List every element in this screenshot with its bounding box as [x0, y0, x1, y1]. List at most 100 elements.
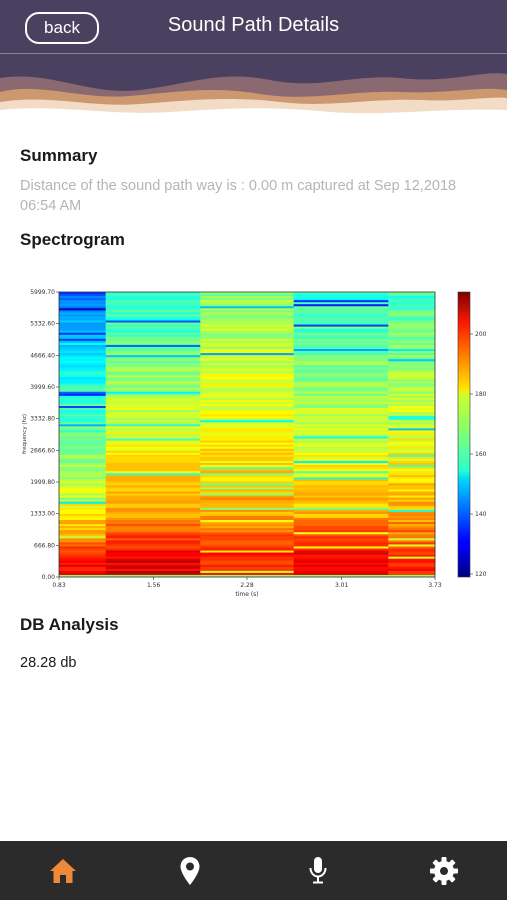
heatmap-cell	[293, 509, 389, 513]
header-wave-decoration	[0, 0, 507, 125]
heatmap-cell	[59, 452, 107, 456]
heatmap-cell	[200, 440, 295, 444]
heatmap-cell	[59, 517, 107, 521]
heatmap-cell	[388, 469, 436, 472]
heatmap-cell	[105, 442, 201, 446]
heatmap-cell	[200, 542, 295, 545]
heatmap-cell	[59, 428, 107, 431]
heatmap-cell	[293, 430, 389, 433]
heatmap-cell	[59, 298, 107, 301]
heatmap-cell	[200, 381, 295, 385]
heatmap-cell	[105, 568, 201, 572]
heatmap-cell	[105, 304, 201, 307]
heatmap-cell	[105, 330, 201, 334]
heatmap-cell	[388, 300, 436, 303]
heatmap-cell	[105, 410, 201, 413]
heatmap-cell	[105, 560, 201, 564]
heatmap-cell	[200, 505, 295, 509]
heatmap-cell	[388, 503, 436, 507]
heatmap-cell	[59, 332, 107, 336]
heatmap-cell	[105, 534, 201, 537]
heatmap-cell	[388, 410, 436, 413]
heatmap-cell	[105, 505, 201, 509]
heatmap-cell	[200, 359, 295, 362]
heatmap-cell	[293, 320, 389, 323]
heatmap-cell	[105, 383, 201, 387]
heatmap-cell	[59, 503, 107, 507]
heatmap-cell	[200, 528, 295, 531]
heatmap-cell	[59, 509, 107, 513]
heatmap-cell	[200, 355, 295, 358]
heatmap-cell	[59, 310, 107, 313]
heatmap-cell	[105, 292, 201, 295]
heatmap-cell	[59, 491, 107, 494]
heatmap-cell	[105, 369, 201, 372]
heatmap-cell	[59, 434, 107, 437]
heatmap-cell	[388, 572, 436, 576]
heatmap-cell	[59, 328, 107, 332]
heatmap-cell	[105, 428, 201, 431]
heatmap-cell	[388, 505, 436, 509]
heatmap-cell	[59, 373, 107, 376]
heatmap-cell	[59, 458, 107, 462]
heatmap-cell	[388, 481, 436, 484]
tab-settings[interactable]	[422, 849, 466, 893]
heatmap-cell	[59, 320, 107, 323]
colorbar-tick-label: 160	[475, 451, 487, 458]
heatmap-cell	[59, 371, 107, 374]
heatmap-cell	[388, 408, 436, 411]
heatmap-cell	[388, 540, 436, 543]
tab-microphone[interactable]	[296, 849, 340, 893]
back-button[interactable]: back	[25, 12, 99, 44]
heatmap-cell	[293, 414, 389, 417]
heatmap-cell	[200, 467, 295, 470]
heatmap-cell	[293, 513, 389, 517]
tab-home[interactable]	[41, 849, 85, 893]
heatmap-cell	[59, 550, 107, 553]
heatmap-cell	[59, 308, 107, 311]
tab-location[interactable]	[168, 849, 212, 893]
heatmap-cell	[59, 351, 107, 354]
heatmap-cell	[59, 534, 107, 537]
heatmap-cell	[388, 387, 436, 391]
heatmap-cell	[293, 432, 389, 435]
heatmap-cell	[388, 306, 436, 309]
heatmap-cell	[200, 357, 295, 360]
heatmap-cell	[105, 520, 201, 523]
heatmap-cell	[293, 499, 389, 503]
heatmap-cell	[293, 450, 389, 454]
heatmap-cell	[105, 424, 201, 427]
heatmap-cell	[293, 550, 389, 553]
heatmap-cell	[200, 385, 295, 389]
heatmap-cell	[200, 460, 295, 464]
heatmap-cell	[59, 444, 107, 448]
heatmap-cell	[105, 558, 201, 562]
heatmap-cell	[59, 314, 107, 317]
heatmap-cell	[59, 558, 107, 562]
heatmap-cell	[388, 444, 436, 448]
heatmap-cell	[59, 410, 107, 413]
heatmap-cell	[293, 383, 389, 387]
heatmap-cell	[293, 338, 389, 342]
heatmap-cell	[105, 448, 201, 452]
heatmap-cell	[388, 477, 436, 480]
heatmap-cell	[200, 304, 295, 307]
heatmap-cell	[388, 330, 436, 334]
heatmap-cell	[293, 324, 389, 328]
heatmap-cell	[59, 393, 107, 397]
heatmap-cell	[59, 361, 107, 364]
heatmap-cell	[105, 452, 201, 456]
heatmap-cell	[105, 426, 201, 429]
heatmap-cell	[59, 513, 107, 517]
heatmap-cell	[105, 314, 201, 317]
heatmap-cell	[105, 467, 201, 470]
heatmap-cell	[388, 424, 436, 427]
heatmap-cell	[293, 497, 389, 501]
heatmap-cell	[105, 458, 201, 462]
heatmap-cell	[388, 458, 436, 462]
heatmap-cell	[293, 538, 389, 541]
heatmap-cell	[105, 379, 201, 382]
heatmap-cell	[388, 340, 436, 344]
heatmap-cell	[293, 524, 389, 527]
heatmap-cell	[105, 310, 201, 313]
